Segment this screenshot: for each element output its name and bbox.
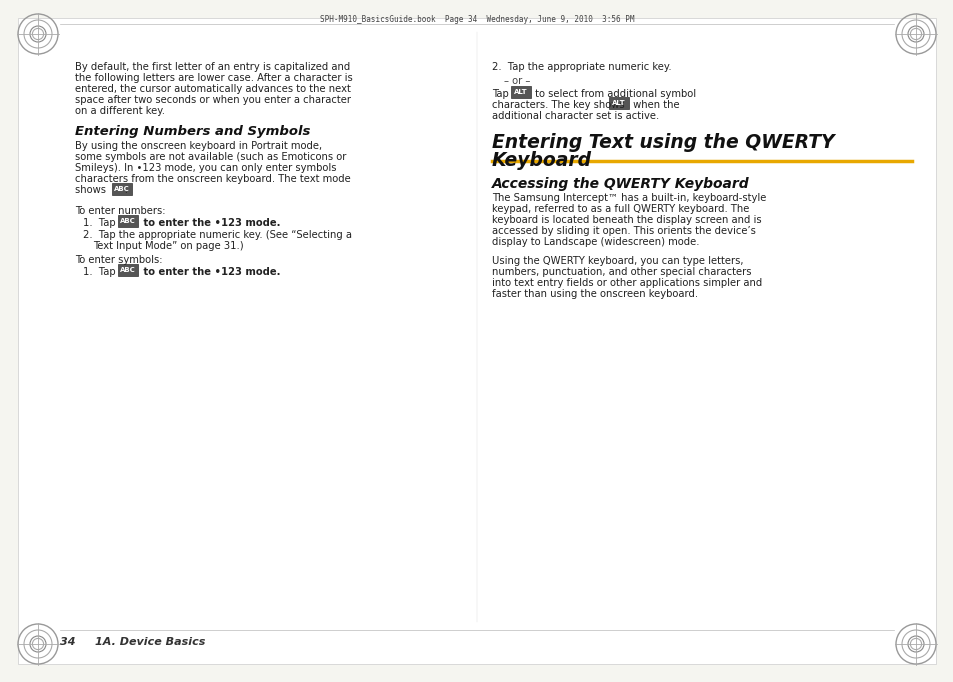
FancyBboxPatch shape [112,183,132,195]
Text: 2.  Tap the appropriate numeric key.: 2. Tap the appropriate numeric key. [492,62,671,72]
FancyBboxPatch shape [18,18,935,664]
Text: Keyboard: Keyboard [492,151,592,170]
Text: numbers, punctuation, and other special characters: numbers, punctuation, and other special … [492,267,751,277]
Text: display to Landscape (widescreen) mode.: display to Landscape (widescreen) mode. [492,237,699,247]
Text: ALT: ALT [514,89,527,95]
Text: Smileys). In •123 mode, you can only enter symbols: Smileys). In •123 mode, you can only ent… [75,163,336,173]
Text: ABC: ABC [120,218,135,224]
Text: additional character set is active.: additional character set is active. [492,111,659,121]
Text: ABC: ABC [114,186,130,192]
FancyBboxPatch shape [608,97,628,109]
FancyBboxPatch shape [118,264,138,276]
Text: By default, the first letter of an entry is capitalized and: By default, the first letter of an entry… [75,62,350,72]
Text: the following letters are lower case. After a character is: the following letters are lower case. Af… [75,73,353,83]
Text: keypad, referred to as a full QWERTY keyboard. The: keypad, referred to as a full QWERTY key… [492,204,749,214]
Text: 34: 34 [60,637,75,647]
Text: 2.  Tap the appropriate numeric key. (See “Selecting a: 2. Tap the appropriate numeric key. (See… [83,230,352,240]
Text: Accessing the QWERTY Keyboard: Accessing the QWERTY Keyboard [492,177,749,191]
Text: The Samsung Intercept™ has a built-in, keyboard-style: The Samsung Intercept™ has a built-in, k… [492,193,765,203]
Text: space after two seconds or when you enter a character: space after two seconds or when you ente… [75,95,351,105]
Text: Entering Numbers and Symbols: Entering Numbers and Symbols [75,125,310,138]
Text: – or –: – or – [503,76,530,86]
Text: Using the QWERTY keyboard, you can type letters,: Using the QWERTY keyboard, you can type … [492,256,742,266]
FancyBboxPatch shape [118,215,138,227]
Text: Text Input Mode” on page 31.): Text Input Mode” on page 31.) [92,241,243,251]
Text: characters. The key shows: characters. The key shows [492,100,624,110]
Text: to enter the •123 mode.: to enter the •123 mode. [140,267,280,277]
Text: ABC: ABC [120,267,135,273]
Text: ALT: ALT [612,100,625,106]
Text: faster than using the onscreen keyboard.: faster than using the onscreen keyboard. [492,289,698,299]
Text: to select from additional symbol: to select from additional symbol [532,89,696,99]
Text: 1.  Tap: 1. Tap [83,267,115,277]
Text: when the: when the [629,100,679,110]
Text: By using the onscreen keyboard in Portrait mode,: By using the onscreen keyboard in Portra… [75,141,322,151]
Text: accessed by sliding it open. This orients the device’s: accessed by sliding it open. This orient… [492,226,755,236]
Text: shows      .: shows . [75,185,128,195]
Text: into text entry fields or other applications simpler and: into text entry fields or other applicat… [492,278,761,288]
Text: to enter the •123 mode.: to enter the •123 mode. [140,218,280,228]
Text: Tap: Tap [492,89,508,99]
Text: SPH-M910_BasicsGuide.book  Page 34  Wednesday, June 9, 2010  3:56 PM: SPH-M910_BasicsGuide.book Page 34 Wednes… [319,14,634,23]
Text: 1.  Tap: 1. Tap [83,218,115,228]
Text: To enter numbers:: To enter numbers: [75,206,165,216]
Text: some symbols are not available (such as Emoticons or: some symbols are not available (such as … [75,152,346,162]
Text: keyboard is located beneath the display screen and is: keyboard is located beneath the display … [492,215,760,225]
Text: Entering Text using the QWERTY: Entering Text using the QWERTY [492,133,834,152]
FancyBboxPatch shape [511,86,531,98]
Text: characters from the onscreen keyboard. The text mode: characters from the onscreen keyboard. T… [75,174,351,184]
Text: To enter symbols:: To enter symbols: [75,255,162,265]
Text: 1A. Device Basics: 1A. Device Basics [95,637,205,647]
Text: on a different key.: on a different key. [75,106,165,116]
Text: entered, the cursor automatically advances to the next: entered, the cursor automatically advanc… [75,84,351,94]
